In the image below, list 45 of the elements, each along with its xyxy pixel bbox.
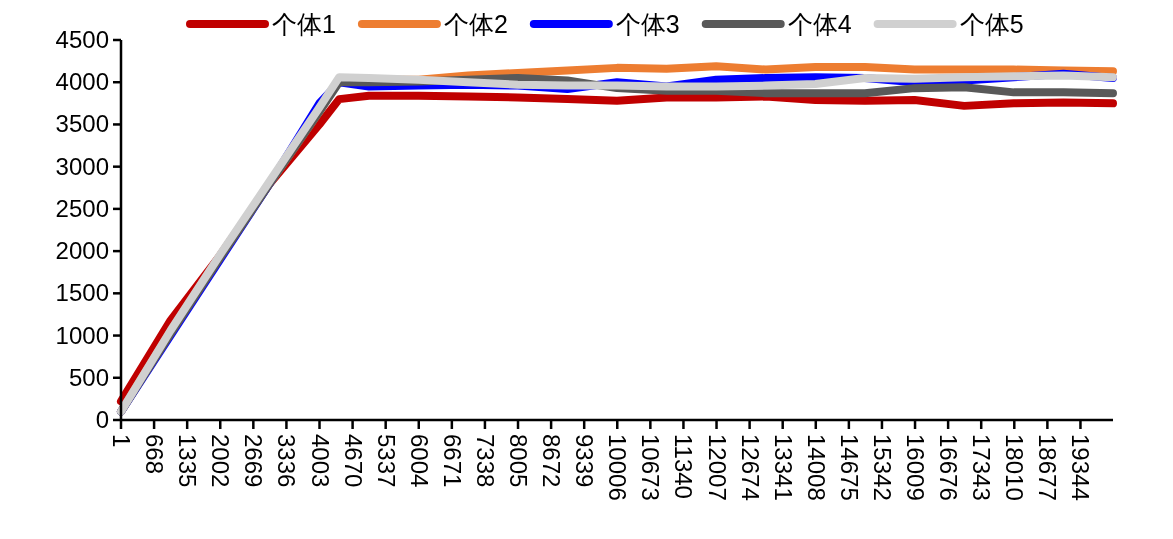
- x-tick-label: 1335: [174, 434, 202, 488]
- x-tick-label: 16676: [935, 434, 963, 501]
- x-tick-label: 6671: [438, 434, 466, 488]
- x-tick-label: 8672: [538, 434, 566, 488]
- y-tick-label: 2000: [55, 237, 109, 265]
- y-tick-label: 500: [68, 363, 109, 391]
- x-tick-label: 4003: [306, 434, 334, 488]
- x-tick-label: 5337: [372, 434, 400, 488]
- x-tick-label: 6004: [405, 434, 433, 488]
- x-tick-label: 2002: [207, 434, 235, 488]
- x-tick-label: 11340: [670, 434, 698, 499]
- x-tick-label: 13341: [769, 434, 797, 501]
- x-tick-label: 17343: [968, 434, 996, 501]
- x-tick-label: 668: [141, 434, 169, 475]
- y-tick-label: 3000: [55, 152, 109, 180]
- x-tick-label: 19344: [1067, 434, 1095, 501]
- x-tick-label: 2669: [240, 434, 268, 488]
- y-tick-label: 2500: [55, 194, 109, 222]
- x-tick-label: 7338: [471, 434, 499, 488]
- legend-label: 个体3: [615, 10, 680, 38]
- legend-label: 个体1: [272, 10, 336, 38]
- x-tick-label: 3336: [273, 434, 301, 488]
- y-tick-label: 1500: [55, 279, 109, 307]
- y-tick-label: 4500: [55, 26, 109, 53]
- y-tick-label: 0: [95, 406, 109, 433]
- x-tick-label: 9339: [571, 434, 599, 488]
- x-tick-label: 12674: [736, 434, 764, 501]
- x-tick-label: 8005: [505, 434, 533, 488]
- x-tick-label: 18677: [1034, 434, 1062, 501]
- x-tick-label: 4670: [339, 434, 367, 488]
- y-tick-label: 3500: [55, 110, 109, 138]
- x-tick-label: 10006: [604, 434, 632, 501]
- x-tick-label: 15342: [868, 434, 896, 501]
- legend-label: 个体4: [787, 10, 852, 38]
- y-tick-label: 4000: [55, 68, 109, 96]
- x-tick-label: 18010: [1001, 434, 1029, 501]
- legend-label: 个体2: [443, 10, 508, 38]
- x-tick-label: 12007: [703, 434, 731, 501]
- x-tick-label: 16009: [902, 434, 930, 501]
- x-tick-label: 14675: [835, 434, 863, 501]
- x-tick-label: 10673: [637, 434, 665, 501]
- x-tick-label: 1: [108, 434, 135, 448]
- legend-label: 个体5: [959, 10, 1024, 38]
- y-tick-label: 1000: [55, 321, 109, 349]
- x-tick-label: 14008: [802, 434, 830, 501]
